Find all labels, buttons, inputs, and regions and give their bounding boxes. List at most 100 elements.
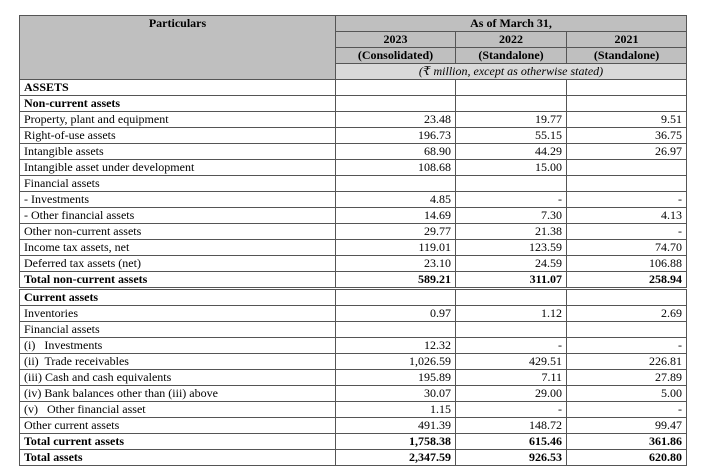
- value-cell-2021: -: [565, 191, 688, 208]
- table-row: Income tax assets, net 119.01 123.59 74.70: [19, 239, 688, 256]
- row-label: Total assets: [19, 449, 336, 466]
- value-cell-2021: [565, 288, 688, 306]
- row-label: (ii) Trade receivables: [19, 353, 336, 370]
- value-cell-2022: 429.51: [455, 353, 567, 370]
- table-row: (iii) Cash and cash equivalents 195.89 7.1…: [19, 369, 688, 386]
- value-cell-2022: 19.77: [455, 111, 567, 128]
- value-cell-2021: 5.00: [565, 385, 688, 402]
- table-row: (v) Other financial asset 1.15- -: [19, 401, 688, 418]
- value-cell-2023: 1,758.38: [335, 433, 456, 450]
- value-cell-2021: 27.89: [565, 369, 688, 386]
- value-cell-2022: 926.53: [455, 449, 567, 466]
- value-cell-2021: 9.51: [565, 111, 688, 128]
- value-cell-2021: [565, 175, 688, 192]
- value-cell-2021: 99.47: [565, 417, 688, 434]
- row-label: (i) Investments: [19, 337, 336, 354]
- value-cell-2022: 1.12: [455, 305, 567, 322]
- table-row: Deferred tax assets (net) 23.10 24.59 106.8…: [19, 255, 688, 272]
- table-row: ASSETS: [19, 79, 688, 96]
- value-cell-2021: 2.69: [565, 305, 688, 322]
- table-row: (iv) Bank balances other than (iii) abov…: [19, 385, 688, 402]
- value-cell-2022: 615.46: [455, 433, 567, 450]
- table-row: Intangible asset under development 108.68…: [19, 159, 688, 176]
- row-label: - Other financial assets: [19, 207, 336, 224]
- value-cell-2023: 1,026.59: [335, 353, 456, 370]
- value-cell-2021: 74.70: [565, 239, 688, 256]
- as-of-header: As of March 31,: [334, 15, 688, 32]
- table-body: ASSETS Non-current assets Property, plant …: [19, 79, 688, 466]
- table-row: Current assets: [19, 288, 688, 306]
- basis-header-2022: (Standalone): [455, 47, 567, 64]
- table-row: - Other financial assets 14.69 7.30 4.13: [19, 207, 688, 224]
- table-row: Inventories 0.97 1.12 2.69: [19, 305, 688, 322]
- row-label: Income tax assets, net: [19, 239, 336, 256]
- year-header-2022: 2022: [455, 31, 567, 48]
- value-cell-2021: 226.81: [565, 353, 688, 370]
- value-cell-2022: -: [455, 337, 567, 354]
- value-cell-2023: 108.68: [335, 159, 456, 176]
- table-row: Financial assets: [19, 175, 688, 192]
- value-cell-2023: 12.32: [335, 337, 456, 354]
- value-cell-2023: [335, 95, 456, 112]
- row-label: Other current assets: [19, 417, 336, 434]
- table-row: Property, plant and equipment 23.48 19.77 9…: [19, 111, 688, 128]
- row-label: Other non-current assets: [19, 223, 336, 240]
- value-cell-2021: 36.75: [565, 127, 688, 144]
- row-label: (v) Other financial asset: [19, 401, 336, 418]
- value-cell-2021: 361.86: [565, 433, 688, 450]
- value-cell-2023: [335, 79, 456, 96]
- table-row: - Investments 4.85- -: [19, 191, 688, 208]
- row-label: Total current assets: [19, 433, 336, 450]
- value-cell-2021: [565, 79, 688, 96]
- row-label: Inventories: [19, 305, 336, 322]
- basis-header-2021: (Standalone): [565, 47, 688, 64]
- value-cell-2022: [455, 79, 567, 96]
- value-cell-2021: [565, 159, 688, 176]
- particulars-header: Particulars: [19, 15, 336, 80]
- table-row: Financial assets: [19, 321, 688, 338]
- row-label: (iv) Bank balances other than (iii) abov…: [19, 385, 336, 402]
- row-label: Intangible assets: [19, 143, 336, 160]
- row-label: Current assets: [19, 288, 336, 306]
- value-cell-2021: 106.88: [565, 255, 688, 272]
- value-cell-2022: 7.30: [455, 207, 567, 224]
- value-cell-2022: 311.07: [455, 271, 567, 290]
- row-label: Financial assets: [19, 175, 336, 192]
- value-cell-2022: [455, 95, 567, 112]
- value-cell-2023: 14.69: [335, 207, 456, 224]
- value-cell-2023: [335, 288, 456, 306]
- table-row: (ii) Trade receivables 1,026.59 429.51 226.…: [19, 353, 688, 370]
- value-cell-2022: 29.00: [455, 385, 567, 402]
- value-cell-2021: 4.13: [565, 207, 688, 224]
- row-label: (iii) Cash and cash equivalents: [19, 369, 336, 386]
- row-label: Right-of-use assets: [19, 127, 336, 144]
- year-header-2023: 2023: [335, 31, 456, 48]
- table-row: Total current assets 1,758.38 615.46 361.86: [19, 433, 688, 450]
- value-cell-2023: 119.01: [335, 239, 456, 256]
- value-cell-2023: 0.97: [335, 305, 456, 322]
- value-cell-2021: 26.97: [565, 143, 688, 160]
- value-cell-2023: 23.10: [335, 255, 456, 272]
- value-cell-2022: 24.59: [455, 255, 567, 272]
- table-row: Right-of-use assets 196.73 55.15 36.75: [19, 127, 688, 144]
- row-label: Total non-current assets: [19, 271, 336, 290]
- row-label: ASSETS: [19, 79, 336, 96]
- table-row: Total non-current assets 589.21 311.07 258.…: [19, 271, 688, 290]
- row-label: Financial assets: [19, 321, 336, 338]
- table-row: Other current assets 491.39 148.72 99.47: [19, 417, 688, 434]
- value-cell-2023: 30.07: [335, 385, 456, 402]
- row-label: - Investments: [19, 191, 336, 208]
- value-cell-2023: 195.89: [335, 369, 456, 386]
- table-row: Intangible assets 68.90 44.29 26.97: [19, 143, 688, 160]
- value-cell-2022: -: [455, 401, 567, 418]
- basis-header-2023: (Consolidated): [335, 47, 456, 64]
- value-cell-2021: -: [565, 401, 688, 418]
- value-cell-2021: -: [565, 223, 688, 240]
- value-cell-2023: 29.77: [335, 223, 456, 240]
- value-cell-2022: [455, 288, 567, 306]
- value-cell-2021: [565, 95, 688, 112]
- value-cell-2022: 148.72: [455, 417, 567, 434]
- value-cell-2022: 7.11: [455, 369, 567, 386]
- value-cell-2023: 491.39: [335, 417, 456, 434]
- table-row: (i) Investments 12.32- -: [19, 337, 688, 354]
